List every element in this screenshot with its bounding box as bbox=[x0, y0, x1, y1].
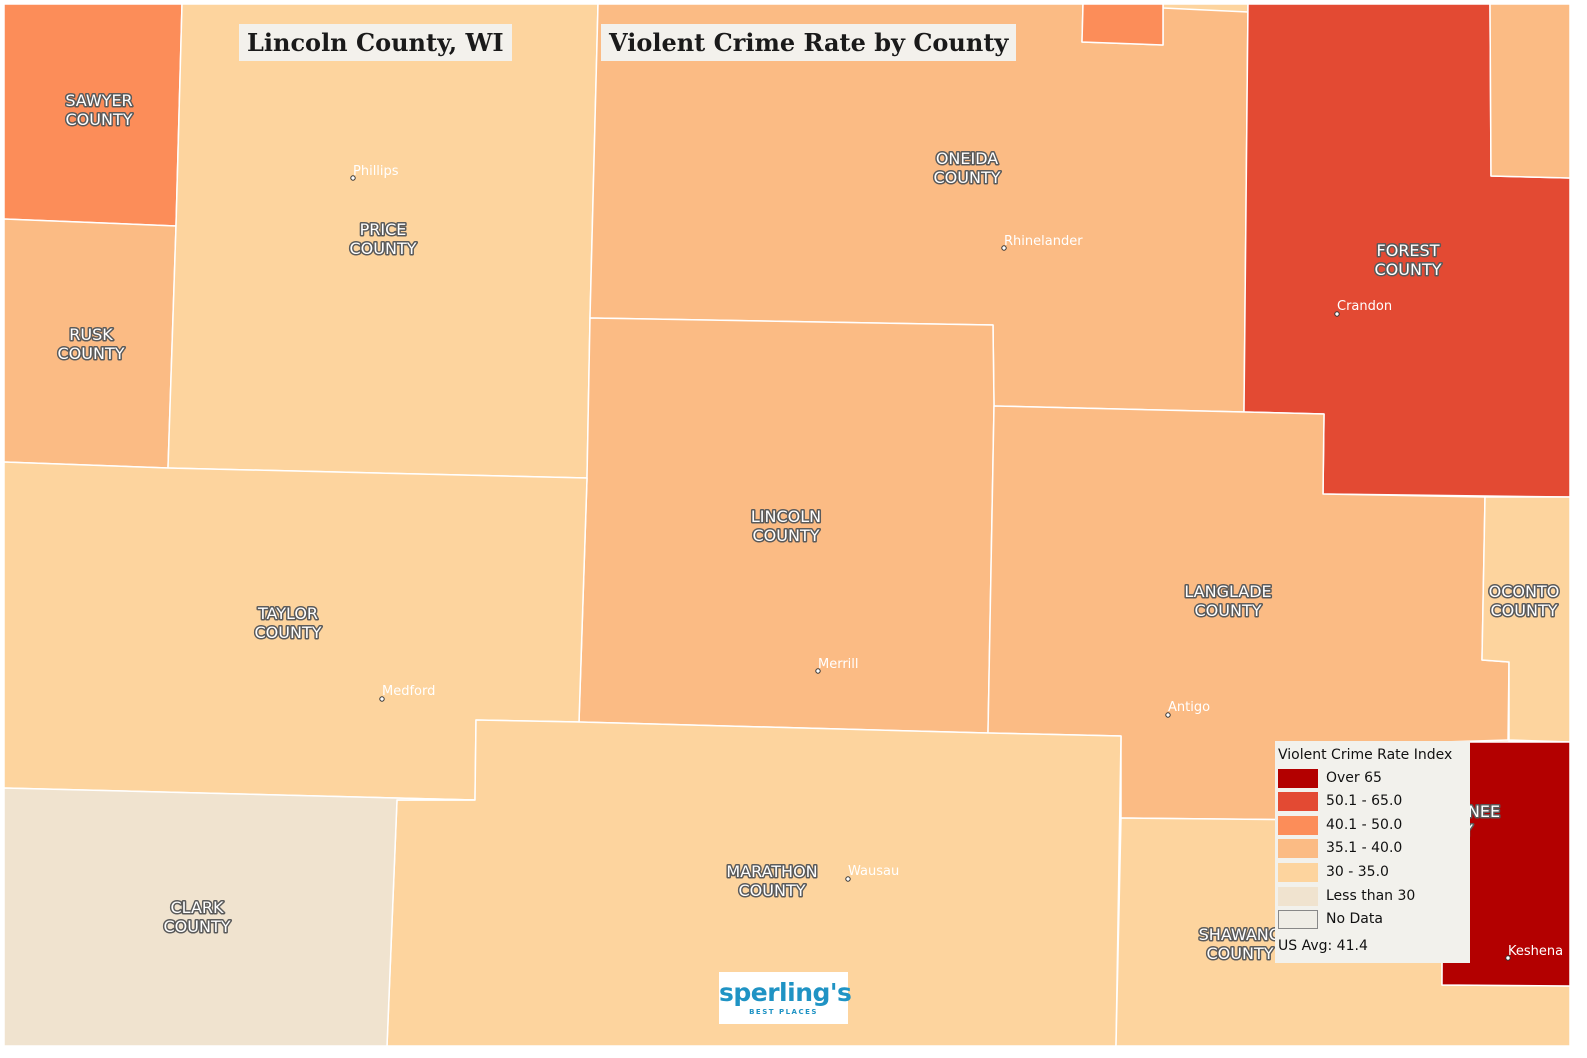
city-marker-rhinelander[interactable] bbox=[1001, 245, 1007, 251]
city-label-medford: Medford bbox=[382, 684, 435, 699]
map-title: Violent Crime Rate by County bbox=[601, 24, 1017, 61]
county-marinette[interactable] bbox=[1489, 3, 1571, 179]
city-marker-medford[interactable] bbox=[379, 696, 385, 702]
city-marker-antigo[interactable] bbox=[1165, 712, 1171, 718]
legend-swatch bbox=[1278, 862, 1318, 882]
legend-label: Less than 30 bbox=[1326, 888, 1416, 904]
legend-item-50-65: 50.1 - 65.0 bbox=[1278, 790, 1402, 812]
legend-swatch bbox=[1278, 768, 1318, 788]
city-marker-phillips[interactable] bbox=[350, 175, 356, 181]
legend-item-less-than-30: Less than 30 bbox=[1278, 885, 1415, 907]
county-vilas-box[interactable] bbox=[1081, 3, 1164, 46]
city-label-keshena: Keshena bbox=[1508, 944, 1563, 959]
legend: Violent Crime Rate Index Over 65 50.1 - … bbox=[1275, 741, 1470, 963]
city-label-phillips: Phillips bbox=[353, 164, 399, 179]
legend-label: 35.1 - 40.0 bbox=[1326, 840, 1403, 856]
legend-item-35-40: 35.1 - 40.0 bbox=[1278, 837, 1402, 859]
city-label-merrill: Merrill bbox=[818, 657, 859, 672]
city-label-wausau: Wausau bbox=[848, 864, 899, 879]
county-label-lincoln: LINCOLN COUNTY bbox=[751, 507, 821, 545]
sperlings-logo[interactable]: sperling's BEST PLACES bbox=[719, 972, 852, 1024]
legend-label: Over 65 bbox=[1326, 770, 1382, 786]
legend-item-no-data: No Data bbox=[1278, 908, 1383, 930]
legend-label: 30 - 35.0 bbox=[1326, 864, 1389, 880]
logo-brand: sperling's bbox=[719, 978, 852, 1007]
county-label-price: PRICE COUNTY bbox=[350, 220, 417, 258]
us-average: US Avg: 41.4 bbox=[1278, 938, 1368, 954]
city-label-rhinelander: Rhinelander bbox=[1004, 234, 1083, 249]
city-marker-wausau[interactable] bbox=[845, 876, 851, 882]
county-label-sawyer: SAWYER COUNTY bbox=[65, 91, 132, 129]
location-title: Lincoln County, WI bbox=[239, 24, 512, 61]
legend-title: Violent Crime Rate Index bbox=[1278, 747, 1453, 763]
county-label-shawano: SHAWANO COUNTY bbox=[1199, 925, 1282, 963]
legend-item-40-50: 40.1 - 50.0 bbox=[1278, 814, 1402, 836]
county-label-rusk: RUSK COUNTY bbox=[58, 325, 125, 363]
legend-swatch bbox=[1278, 909, 1318, 929]
legend-item-30-35: 30 - 35.0 bbox=[1278, 861, 1389, 883]
county-label-oconto: OCONTO COUNTY bbox=[1489, 582, 1560, 620]
city-marker-keshena[interactable] bbox=[1505, 955, 1511, 961]
city-marker-crandon[interactable] bbox=[1334, 311, 1340, 317]
legend-swatch bbox=[1278, 791, 1318, 811]
county-label-langlade: LANGLADE COUNTY bbox=[1184, 582, 1271, 620]
city-label-crandon: Crandon bbox=[1337, 299, 1392, 314]
county-clark[interactable] bbox=[3, 787, 476, 1047]
legend-swatch bbox=[1278, 886, 1318, 906]
logo-tagline: BEST PLACES bbox=[749, 1008, 818, 1016]
county-label-clark: CLARK COUNTY bbox=[164, 898, 231, 936]
legend-label: 50.1 - 65.0 bbox=[1326, 793, 1403, 809]
county-label-taylor: TAYLOR COUNTY bbox=[255, 604, 322, 642]
county-label-oneida: ONEIDA COUNTY bbox=[934, 149, 1001, 187]
legend-item-over-65: Over 65 bbox=[1278, 767, 1382, 789]
legend-label: No Data bbox=[1326, 911, 1383, 927]
city-marker-merrill[interactable] bbox=[815, 668, 821, 674]
legend-label: 40.1 - 50.0 bbox=[1326, 817, 1403, 833]
county-label-marathon: MARATHON COUNTY bbox=[726, 862, 817, 900]
legend-swatch bbox=[1278, 815, 1318, 835]
city-label-antigo: Antigo bbox=[1168, 700, 1210, 715]
legend-swatch bbox=[1278, 838, 1318, 858]
county-label-forest: FOREST COUNTY bbox=[1375, 241, 1442, 279]
